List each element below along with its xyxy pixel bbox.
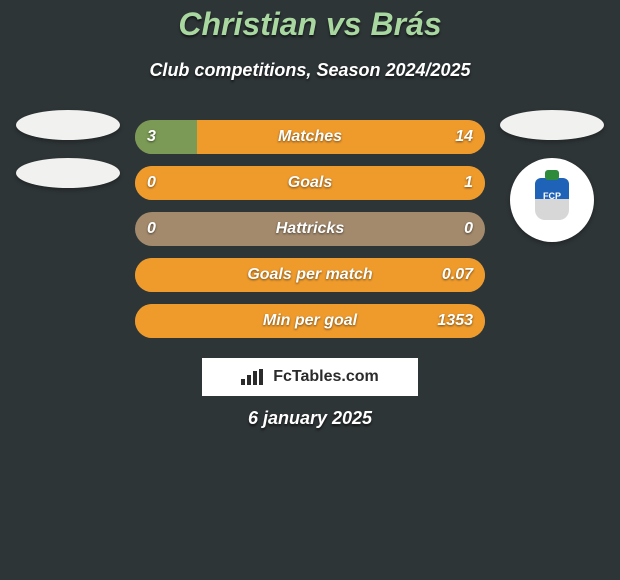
brand-badge: FcTables.com <box>202 358 418 396</box>
brand-text: FcTables.com <box>273 368 379 386</box>
stat-bars: Matches314Goals01Hattricks00Goals per ma… <box>135 120 485 350</box>
team-crest <box>510 158 594 242</box>
stat-left-value: 0 <box>147 166 156 200</box>
team-logo-placeholder <box>16 158 120 188</box>
stat-row-0: Matches3 14 <box>135 120 485 154</box>
stat-label: Hattricks <box>135 212 485 246</box>
stat-row-1: Goals0 1 <box>135 166 485 200</box>
stat-label: Matches <box>135 120 485 154</box>
right-badge-column <box>492 110 612 242</box>
stat-left-value: 0 <box>147 212 156 246</box>
team-logo-placeholder <box>500 110 604 140</box>
stat-label: Goals <box>135 166 485 200</box>
stat-label: Goals per match <box>135 258 485 292</box>
stat-right-value: 0 <box>464 212 473 246</box>
stat-row-2: Hattricks0 0 <box>135 212 485 246</box>
stat-row-3: Goals per match0.07 <box>135 258 485 292</box>
left-badge-column <box>8 110 128 188</box>
team-logo-placeholder <box>16 110 120 140</box>
stat-right-value: 1 <box>464 166 473 200</box>
stat-right-value: 14 <box>455 120 473 154</box>
brand-bars-icon <box>241 369 265 385</box>
stat-right-value: 0.07 <box>442 258 473 292</box>
page-date: 6 january 2025 <box>0 408 620 429</box>
page-subtitle: Club competitions, Season 2024/2025 <box>0 60 620 81</box>
stat-row-4: Min per goal1353 <box>135 304 485 338</box>
page-title: Christian vs Brás <box>0 6 620 43</box>
stat-right-value: 1353 <box>437 304 473 338</box>
stat-label: Min per goal <box>135 304 485 338</box>
stat-left-value: 3 <box>147 120 156 154</box>
